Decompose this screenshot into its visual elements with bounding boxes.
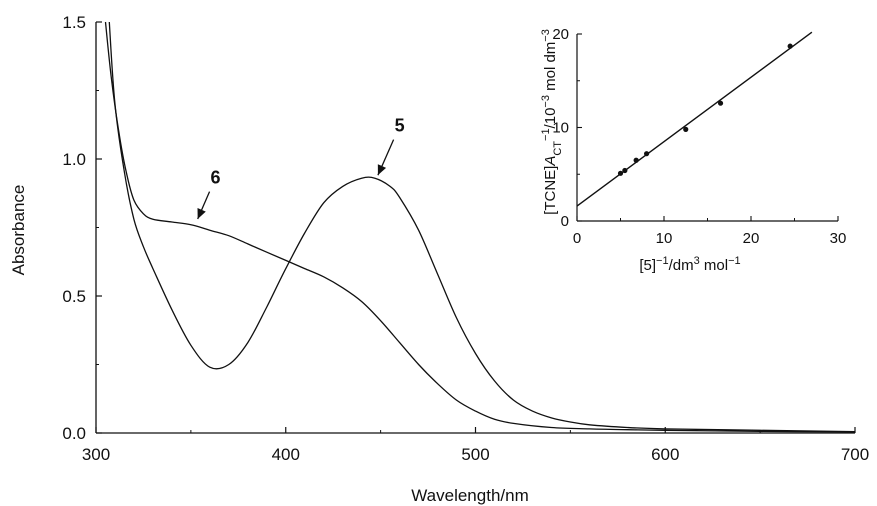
inset-data-point [622,167,628,174]
inset-fit-line [576,31,813,207]
annotation-arrow-head [377,164,387,176]
inset-x-tick-label: 0 [573,230,581,247]
axis-label-part: CT [552,141,564,156]
inset-x-ticks: 0 10 20 30 [573,216,847,247]
main-x-axis-label: Wavelength/nm [411,486,528,505]
main-y-tick-label: 0.5 [62,287,86,306]
main-y-ticks: 0.0 0.5 1.0 1.5 [62,13,102,443]
inset-x-axis-label: [5]−1/dm3 mol−1 [639,255,740,274]
series-line-6 [104,21,856,433]
axis-label-part: 3 [694,255,700,267]
inset-data-point [644,151,650,157]
main-y-axis-label: Absorbance [9,185,28,276]
main-x-tick-label: 700 [841,445,869,464]
inset-y-tick-label: 10 [552,120,569,137]
axis-label-part: /10 [542,108,559,129]
inset-fit-group [576,31,813,207]
inset-x-tick-label: 20 [743,230,760,247]
axis-label-part: A [542,156,559,167]
inset-y-tick-label: 0 [561,213,569,230]
inset-x-tick-label: 30 [830,230,847,247]
main-y-tick-label: 0.0 [62,424,86,443]
inset-data-point [633,157,639,163]
annotation-label-6: 6 [211,168,221,188]
inset-data-point [683,126,689,132]
main-y-tick-label: 1.0 [62,150,86,169]
inset-data-point [617,170,624,176]
axis-label-part: mol dm [542,42,559,95]
main-spectrum-chart: 56 300 400 500 600 700 0.00.51.01.5 Waveleng… [9,13,869,505]
axis-label-part: mol [700,257,728,274]
axis-label-part: −1 [656,255,669,267]
annotation-arrow-head [197,208,206,220]
main-x-tick-label: 600 [651,445,679,464]
axis-label-part: [5] [639,257,656,274]
inset-y-tick-label: 20 [552,26,569,43]
main-x-tick-label: 400 [272,445,300,464]
series-line-5 [108,21,856,433]
main-annotations-group: 56 [197,116,405,220]
axis-label-part: −1 [728,255,741,267]
main-x-ticks: 300 400 500 600 700 [82,427,869,464]
inset-data-point [717,100,724,106]
main-y-tick-label: 1.5 [62,13,86,32]
main-series-group [104,21,856,433]
main-x-tick-label: 500 [461,445,489,464]
main-x-tick-label: 300 [82,445,110,464]
axis-label-part: [TCNE] [542,166,559,215]
inset-points-group [617,43,793,176]
inset-data-point [787,43,793,49]
axis-label-part: −3 [540,95,552,108]
inset-y-axis-label: [TCNE]ACT−1/10−3 mol dm−3 [540,29,564,215]
axis-label-part: /dm [669,257,694,274]
inset-x-tick-label: 10 [656,230,673,247]
inset-y-ticks: 0 10 20 [552,26,582,230]
axis-label-part: −3 [540,29,552,42]
axis-label-part: −1 [540,128,552,141]
annotation-label-5: 5 [395,116,405,136]
